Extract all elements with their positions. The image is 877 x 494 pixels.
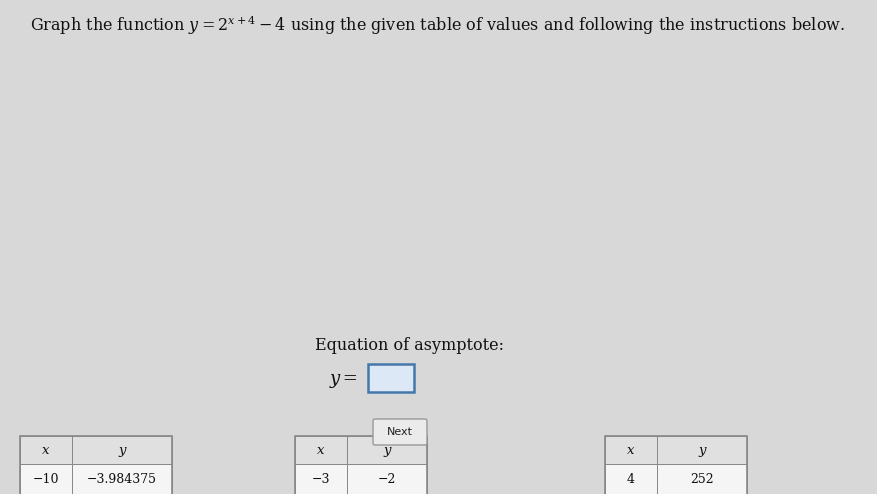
Bar — [20, 464, 72, 494]
Bar — [295, 436, 427, 494]
Text: Equation of asymptote:: Equation of asymptote: — [315, 337, 504, 355]
Bar — [657, 436, 747, 464]
Text: x: x — [627, 444, 635, 456]
Text: x: x — [317, 444, 324, 456]
Bar — [605, 436, 747, 494]
FancyBboxPatch shape — [373, 419, 427, 445]
Text: Graph the function $y = 2^{x+4} - 4$ using the given table of values and followi: Graph the function $y = 2^{x+4} - 4$ usi… — [31, 14, 845, 38]
Bar — [72, 464, 172, 494]
Text: −3.984375: −3.984375 — [87, 472, 157, 486]
Bar — [20, 436, 172, 494]
Bar — [605, 464, 657, 494]
Bar — [605, 436, 657, 464]
Text: y: y — [698, 444, 706, 456]
Bar — [368, 364, 414, 392]
Bar — [657, 464, 747, 494]
Text: y: y — [383, 444, 391, 456]
Text: Next: Next — [387, 427, 413, 437]
Text: −10: −10 — [32, 472, 60, 486]
Bar — [72, 436, 172, 464]
Bar — [347, 464, 427, 494]
Text: y =: y = — [330, 370, 359, 388]
Text: 4: 4 — [627, 472, 635, 486]
Text: y: y — [118, 444, 125, 456]
Bar — [295, 436, 347, 464]
Bar — [295, 464, 347, 494]
Text: −2: −2 — [378, 472, 396, 486]
Text: −3: −3 — [311, 472, 331, 486]
Bar — [347, 436, 427, 464]
Bar — [20, 436, 72, 464]
Text: x: x — [42, 444, 50, 456]
Text: 252: 252 — [690, 472, 714, 486]
